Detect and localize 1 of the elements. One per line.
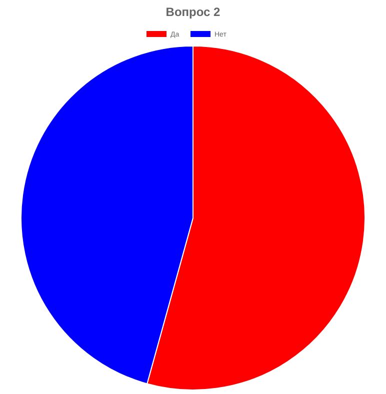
chart-title: Вопрос 2: [166, 5, 221, 19]
